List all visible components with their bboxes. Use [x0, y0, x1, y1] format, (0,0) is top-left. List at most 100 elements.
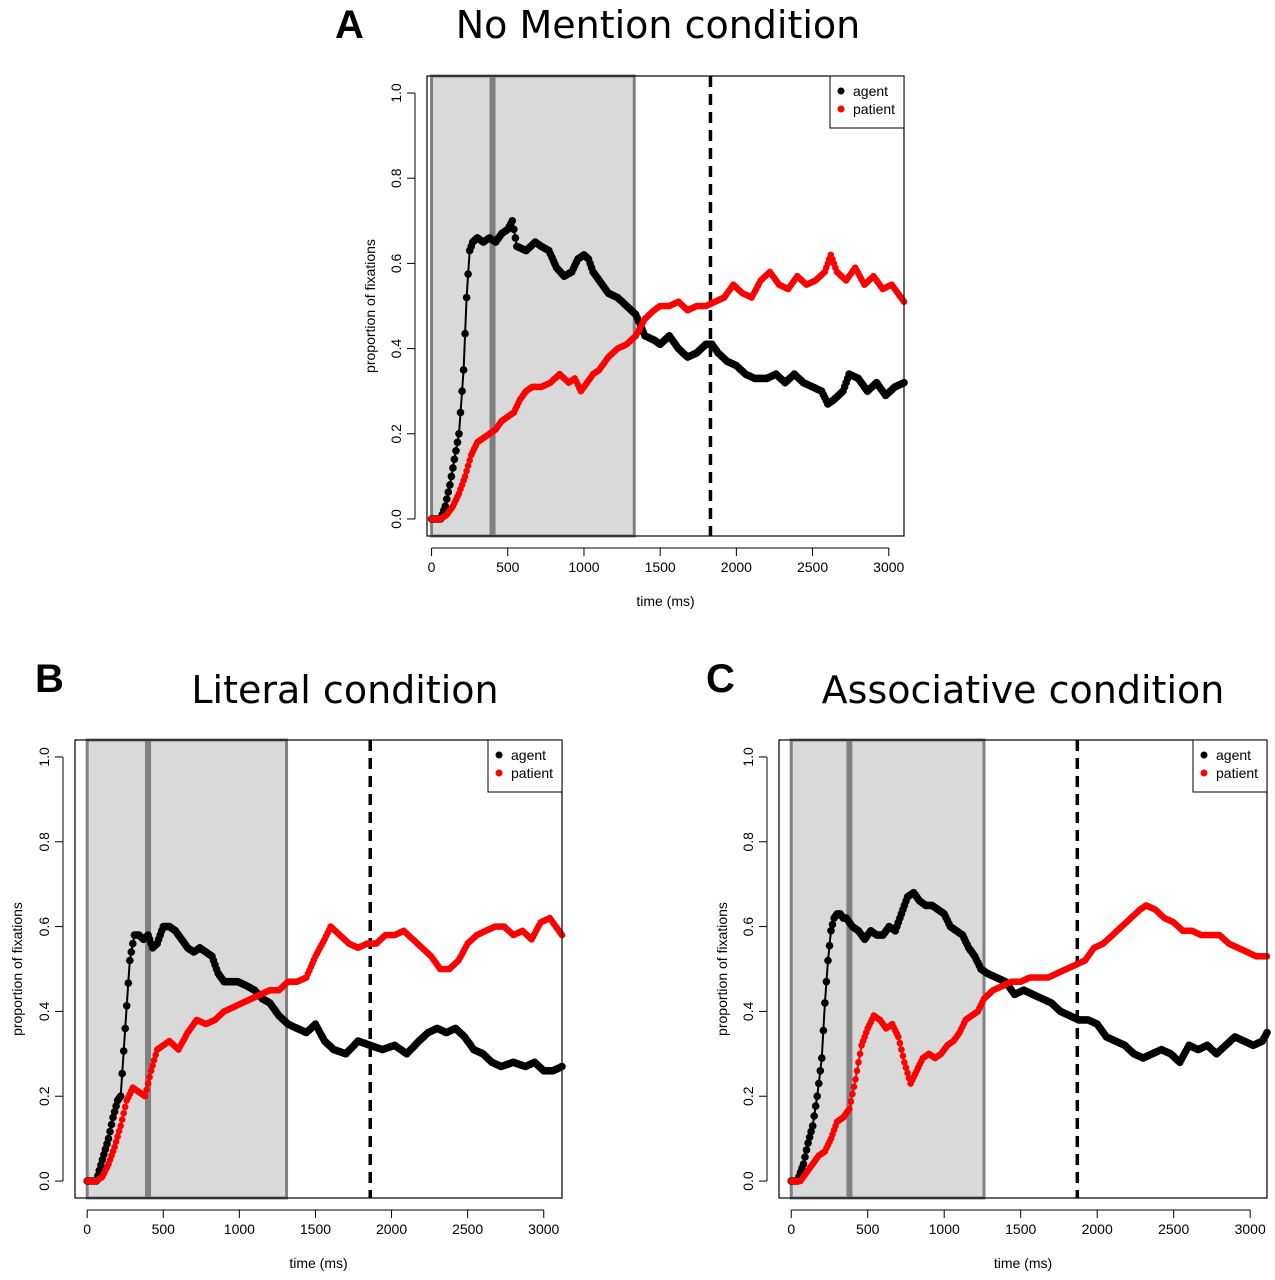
data-point-patient — [115, 1127, 123, 1135]
legend-label-patient: patient — [1216, 765, 1258, 781]
x-tick-label: 1000 — [224, 1221, 255, 1237]
data-point-agent — [462, 293, 471, 302]
shaded-region — [847, 738, 986, 1200]
x-tick-label: 500 — [856, 1221, 880, 1237]
legend: agent patient — [487, 739, 563, 793]
x-tick-label: 3000 — [528, 1221, 559, 1237]
x-tick-label: 3000 — [1235, 1221, 1266, 1237]
panel-letter: C — [706, 657, 735, 701]
legend-marker-patient — [1200, 769, 1208, 777]
legend-box — [829, 75, 905, 129]
data-point-patient — [152, 1051, 159, 1059]
data-point-patient — [896, 1039, 904, 1047]
panel-c: C Associative condition 0 500 1000 1500 2000 25… — [706, 657, 1271, 1271]
data-point-patient — [464, 462, 472, 470]
data-point-patient — [853, 1067, 861, 1075]
x-tick-label: 2500 — [452, 1221, 483, 1237]
data-point-patient — [899, 1052, 907, 1060]
x-tick-label: 2500 — [1158, 1221, 1189, 1237]
data-point-agent — [450, 455, 459, 464]
data-point-patient — [146, 1073, 153, 1081]
legend: agent patient — [829, 75, 905, 129]
data-point-patient — [114, 1133, 121, 1140]
data-point-agent — [799, 1160, 808, 1168]
data-point-patient — [111, 1143, 118, 1151]
data-point-agent — [821, 999, 829, 1007]
x-tick-label: 1000 — [568, 559, 599, 575]
data-point-agent — [464, 270, 472, 278]
legend-label-agent: agent — [853, 83, 888, 99]
data-point-patient — [852, 1076, 859, 1083]
data-point-agent — [801, 1153, 809, 1161]
x-tick-label: 1500 — [1005, 1221, 1036, 1237]
y-tick-label: 0.2 — [388, 424, 404, 444]
data-point-agent — [453, 438, 462, 447]
data-point-patient — [855, 1059, 862, 1066]
legend-marker-agent — [495, 751, 503, 759]
data-point-agent — [455, 430, 463, 438]
data-point-agent — [827, 927, 835, 935]
x-tick-label: 2000 — [376, 1221, 407, 1237]
data-point-patient — [902, 1064, 910, 1071]
data-point-agent — [810, 1112, 818, 1120]
y-tick-label: 0.0 — [388, 509, 404, 529]
y-tick-label: 0.4 — [388, 339, 404, 359]
legend-marker-agent — [1200, 751, 1208, 759]
x-tick-label: 500 — [152, 1221, 176, 1237]
data-point-patient — [149, 1062, 156, 1069]
data-point-patient — [118, 1116, 126, 1123]
chart-title: Associative condition — [822, 668, 1225, 712]
data-point-patient — [461, 473, 469, 480]
panel-a: A No Mention condition 0 500 1000 1500 2000 250… — [335, 3, 908, 609]
y-axis-label: proportion of fixations — [362, 239, 378, 373]
data-point-agent — [116, 1092, 125, 1100]
y-tick-label: 0.6 — [36, 917, 52, 937]
chart-title: Literal condition — [191, 668, 498, 712]
data-point-agent — [461, 329, 469, 338]
data-point-agent — [804, 1139, 812, 1147]
data-point-agent — [452, 447, 460, 455]
y-tick-label: 0.2 — [740, 1086, 756, 1106]
data-point-patient — [121, 1103, 129, 1111]
shaded-region — [789, 738, 851, 1200]
x-axis-label: time (ms) — [636, 593, 694, 609]
y-tick-label: 0.6 — [388, 253, 404, 273]
legend-box — [1192, 739, 1268, 793]
legend: agent patient — [1192, 739, 1268, 793]
y-tick-label: 1.0 — [388, 83, 404, 103]
data-point-agent — [458, 387, 466, 396]
data-point-patient — [898, 1046, 905, 1053]
data-point-agent — [126, 956, 134, 965]
data-point-agent — [456, 408, 465, 417]
data-point-agent — [815, 1079, 823, 1088]
panel-letter: B — [35, 657, 64, 701]
x-tick-label: 1500 — [645, 559, 676, 575]
x-tick-label: 3000 — [873, 559, 904, 575]
data-point-agent — [508, 217, 517, 225]
data-point-agent — [447, 472, 456, 481]
data-point-agent — [822, 977, 831, 986]
data-point-agent — [511, 234, 520, 242]
legend-label-agent: agent — [1216, 747, 1251, 763]
data-point-patient — [112, 1138, 120, 1146]
x-tick-label: 2500 — [797, 559, 828, 575]
data-point-patient — [850, 1083, 858, 1090]
data-point-agent — [443, 495, 451, 503]
legend-label-patient: patient — [511, 765, 553, 781]
data-point-patient — [895, 1033, 902, 1041]
data-point-agent — [127, 948, 136, 956]
y-tick-label: 0.6 — [740, 917, 756, 937]
data-point-agent — [811, 1102, 820, 1110]
data-point-agent — [825, 941, 834, 950]
data-point-agent — [813, 1092, 821, 1100]
data-point-patient — [846, 1105, 853, 1113]
y-tick-label: 0.8 — [740, 832, 756, 852]
data-point-agent — [106, 1127, 114, 1136]
data-point-agent — [449, 464, 457, 472]
x-tick-label: 0 — [428, 559, 436, 575]
panel-b: B Literal condition 0 500 1000 1500 2000 2500 30… — [9, 657, 566, 1271]
y-tick-label: 1.0 — [740, 747, 756, 767]
data-point-agent — [818, 1054, 826, 1062]
data-point-patient — [150, 1056, 158, 1064]
y-tick-label: 0.2 — [36, 1086, 52, 1106]
